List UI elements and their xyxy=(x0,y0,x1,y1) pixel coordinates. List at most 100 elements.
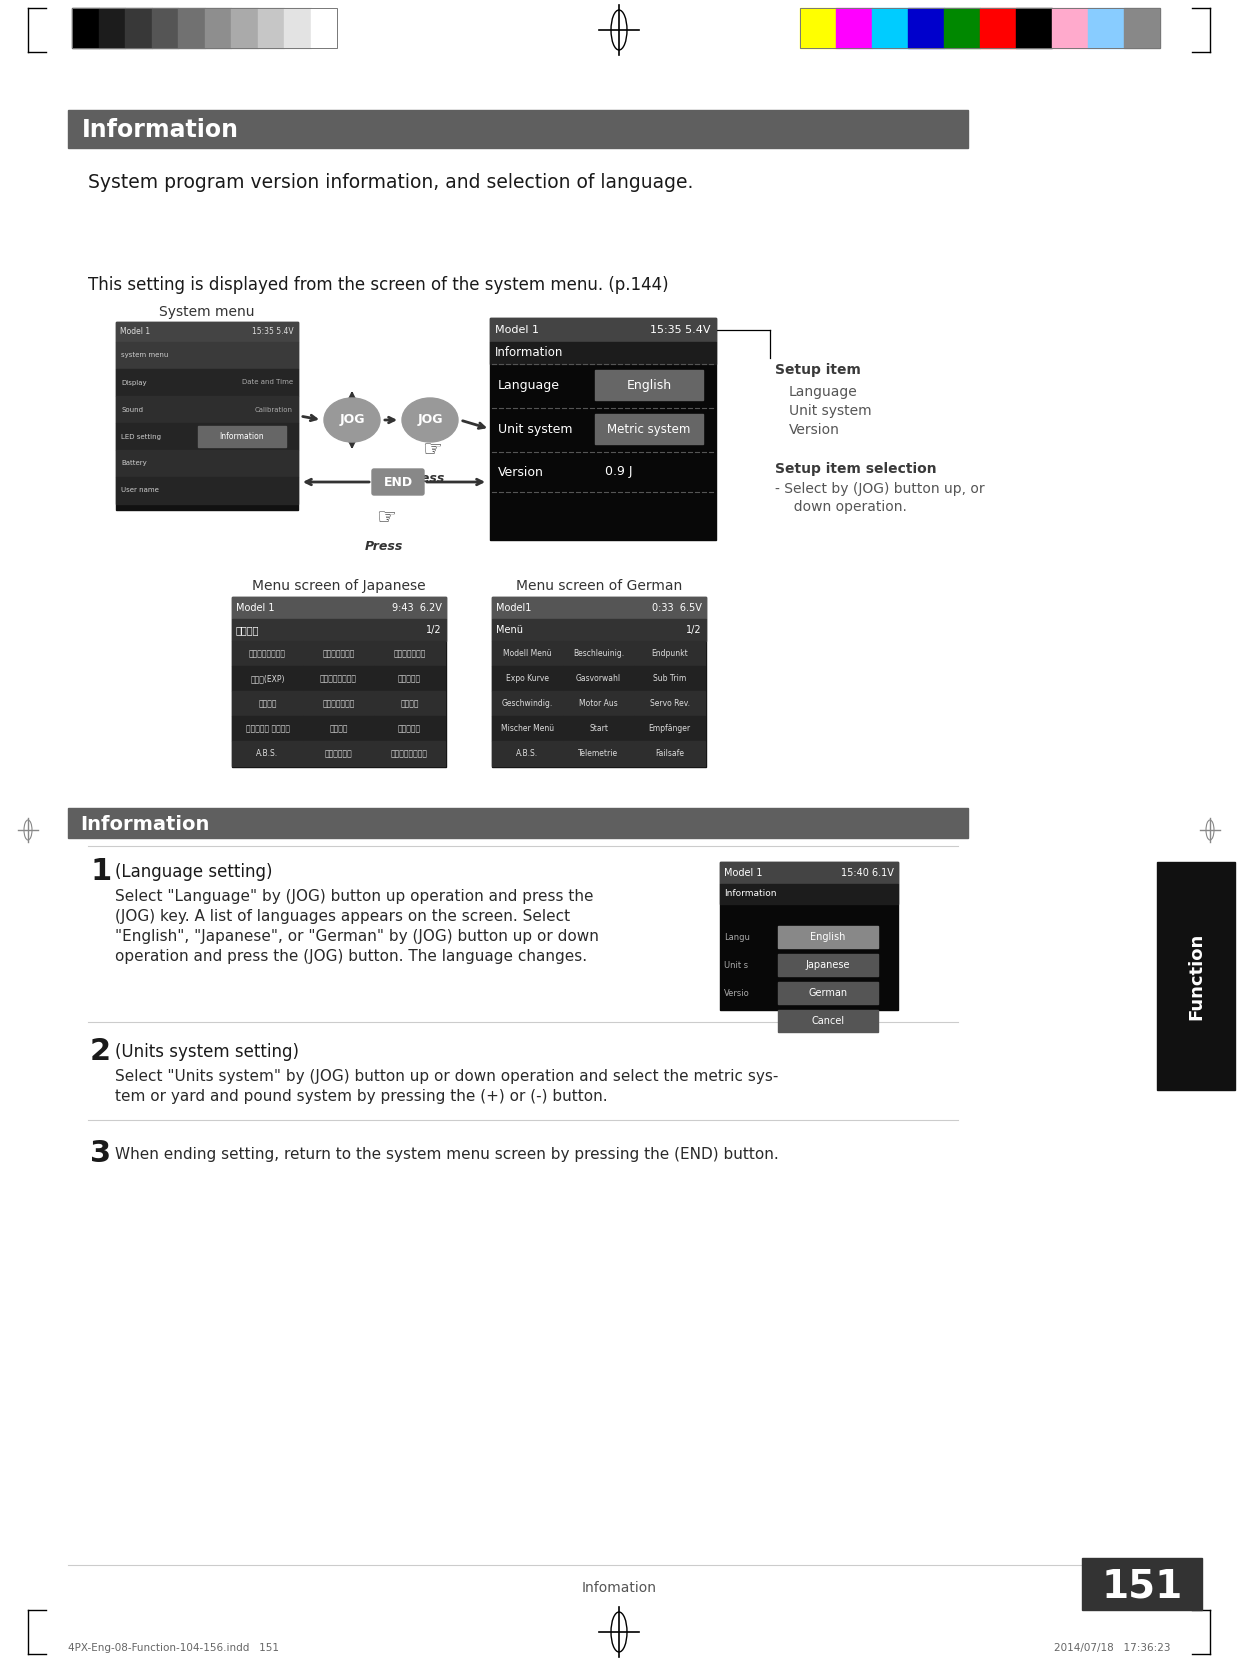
Text: Sound: Sound xyxy=(121,407,144,412)
Text: Press: Press xyxy=(365,540,404,552)
Bar xyxy=(374,642,444,666)
Text: (Units system setting): (Units system setting) xyxy=(115,1044,300,1060)
Text: English: English xyxy=(626,379,671,392)
Text: エクスポイント: エクスポイント xyxy=(394,648,426,658)
Bar xyxy=(116,342,298,369)
Bar xyxy=(563,642,634,666)
Text: Model 1: Model 1 xyxy=(724,868,763,878)
Text: User name: User name xyxy=(121,487,158,494)
Text: Select "Language" by (JOG) button up operation and press the: Select "Language" by (JOG) button up ope… xyxy=(115,889,593,904)
Text: Japanese: Japanese xyxy=(806,961,851,971)
Text: Information: Information xyxy=(80,814,209,834)
Bar xyxy=(68,808,968,838)
Text: メニュー: メニュー xyxy=(236,625,260,635)
Text: カーブ(EXP): カーブ(EXP) xyxy=(250,675,285,683)
Bar xyxy=(232,618,446,642)
Text: Model1: Model1 xyxy=(496,603,531,613)
Bar xyxy=(68,110,968,148)
Bar xyxy=(563,691,634,716)
Text: Metric system: Metric system xyxy=(608,424,691,437)
Bar xyxy=(634,741,704,766)
Text: Function: Function xyxy=(1187,932,1205,1019)
Text: When ending setting, return to the system menu screen by pressing the (END) butt: When ending setting, return to the syste… xyxy=(115,1147,779,1162)
Text: A.B.S.: A.B.S. xyxy=(516,750,539,758)
Text: Press: Press xyxy=(407,472,446,485)
Ellipse shape xyxy=(324,397,380,442)
Text: German: German xyxy=(808,987,848,997)
Text: Information: Information xyxy=(724,889,776,899)
Text: アクセスション: アクセスション xyxy=(322,648,355,658)
Bar xyxy=(374,666,444,691)
Bar xyxy=(777,1010,878,1032)
Bar xyxy=(374,716,444,741)
Text: A.B.S.: A.B.S. xyxy=(256,750,279,758)
Text: system menu: system menu xyxy=(121,352,168,359)
Text: Expo Kurve: Expo Kurve xyxy=(506,675,548,683)
Bar xyxy=(116,396,298,424)
Text: 15:35 5.4V: 15:35 5.4V xyxy=(253,327,293,336)
Text: Geschwindig.: Geschwindig. xyxy=(501,700,553,708)
Bar xyxy=(303,691,374,716)
Bar xyxy=(232,8,258,48)
Bar xyxy=(800,8,1160,48)
Text: "English", "Japanese", or "German" by (JOG) button up or down: "English", "Japanese", or "German" by (J… xyxy=(115,929,599,944)
Bar xyxy=(634,642,704,666)
Bar xyxy=(1082,1557,1202,1610)
Bar xyxy=(303,741,374,766)
Bar xyxy=(980,8,1016,48)
Bar xyxy=(634,691,704,716)
Bar xyxy=(634,716,704,741)
Bar xyxy=(1088,8,1124,48)
Bar xyxy=(836,8,872,48)
Text: Unit system: Unit system xyxy=(789,404,872,419)
Text: (Language setting): (Language setting) xyxy=(115,863,272,881)
Text: This setting is displayed from the screen of the system menu. (p.144): This setting is displayed from the scree… xyxy=(88,276,669,294)
Text: Telemetrie: Telemetrie xyxy=(578,750,619,758)
Text: Setup item: Setup item xyxy=(775,362,860,377)
Bar xyxy=(945,8,980,48)
Bar xyxy=(777,926,878,947)
Bar xyxy=(563,666,634,691)
Text: Setup item selection: Setup item selection xyxy=(775,462,937,475)
Bar xyxy=(721,884,898,904)
Text: Gasvorwahl: Gasvorwahl xyxy=(576,675,621,683)
Text: JOG: JOG xyxy=(417,414,443,427)
Text: 1/2: 1/2 xyxy=(686,625,702,635)
Text: Mischer Menü: Mischer Menü xyxy=(501,725,555,733)
Text: operation and press the (JOG) button. The language changes.: operation and press the (JOG) button. Th… xyxy=(115,949,587,964)
Text: 2: 2 xyxy=(90,1037,111,1067)
Bar xyxy=(99,8,125,48)
Text: Date and Time: Date and Time xyxy=(241,379,293,386)
Bar xyxy=(595,371,703,401)
Bar xyxy=(634,666,704,691)
Bar xyxy=(303,642,374,666)
Bar xyxy=(490,317,716,342)
Text: Select "Units system" by (JOG) button up or down operation and select the metric: Select "Units system" by (JOG) button up… xyxy=(115,1069,779,1084)
Text: (JOG) key. A list of languages appears on the screen. Select: (JOG) key. A list of languages appears o… xyxy=(115,909,571,924)
Text: Information: Information xyxy=(495,346,563,359)
Bar xyxy=(491,642,563,666)
Text: 受信機設定: 受信機設定 xyxy=(397,725,421,733)
Bar xyxy=(563,716,634,741)
Bar xyxy=(232,597,446,766)
Text: 2014/07/18   17:36:23: 2014/07/18 17:36:23 xyxy=(1054,1644,1170,1654)
Text: Model 1: Model 1 xyxy=(495,326,539,336)
Text: Battery: Battery xyxy=(121,460,147,467)
Text: スタート: スタート xyxy=(329,725,348,733)
Text: 1/2: 1/2 xyxy=(426,625,442,635)
Text: Unit s: Unit s xyxy=(724,962,748,971)
Bar xyxy=(72,8,337,48)
Text: ファイルメニュー: ファイルメニュー xyxy=(391,750,428,758)
Text: エンジンカット: エンジンカット xyxy=(322,700,355,708)
Text: 151: 151 xyxy=(1102,1567,1182,1605)
Bar xyxy=(491,691,563,716)
Text: Display: Display xyxy=(121,379,146,386)
Bar xyxy=(303,716,374,741)
Bar xyxy=(232,642,303,666)
Bar xyxy=(563,741,634,766)
Text: Sub Trim: Sub Trim xyxy=(652,675,686,683)
Text: Language: Language xyxy=(498,379,560,392)
Bar xyxy=(232,716,303,741)
Text: END: END xyxy=(384,475,412,489)
Text: Model 1: Model 1 xyxy=(236,603,275,613)
